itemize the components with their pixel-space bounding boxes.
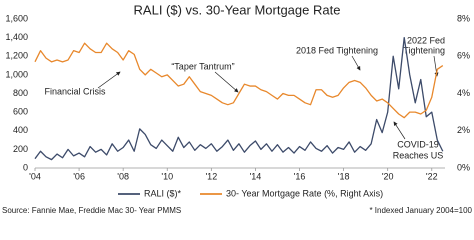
chart-title: RALI ($) vs. 30-Year Mortgage Rate	[134, 2, 341, 17]
y-tick-label: 1,600	[5, 13, 28, 23]
y-tick-label: 600	[13, 107, 28, 117]
y2-tick-label: 4%	[457, 88, 470, 98]
series-line	[34, 42, 444, 119]
x-tick-label: '18	[338, 171, 350, 181]
annotation: Financial Crisis	[44, 86, 106, 96]
source-note: Source: Fannie Mae, Freddie Mac 30- Year…	[2, 206, 181, 215]
annotation: 2018 Fed Tightening	[296, 45, 378, 55]
x-tick-label: '04	[29, 171, 41, 181]
y2-tick-label: 8%	[457, 13, 470, 23]
y2-tick-label: 6%	[457, 51, 470, 61]
annotation-arrow	[393, 121, 406, 140]
annotation: COVID-19	[397, 139, 439, 149]
y-tick-label: 800	[13, 88, 28, 98]
annotation-arrow	[214, 71, 239, 93]
annotation: “Taper Tantrum”	[171, 61, 234, 71]
annotation-arrow	[97, 71, 121, 89]
x-tick-label: '22	[426, 171, 438, 181]
annotation: Reaches US	[393, 150, 444, 160]
series-line	[34, 36, 444, 161]
y2-tick-label: 2%	[457, 125, 470, 135]
x-tick-label: '14	[250, 171, 262, 181]
x-tick-label: '20	[382, 171, 394, 181]
x-tick-label: '10	[161, 171, 173, 181]
legend-label: 30- Year Mortgage Rate (%, Right Axis)	[226, 188, 383, 198]
y-tick-label: 400	[13, 125, 28, 135]
legend-label: RALI ($)*	[144, 188, 182, 198]
x-tick-label: '06	[73, 171, 85, 181]
x-tick-label: '16	[294, 171, 306, 181]
y-tick-label: 0	[23, 162, 28, 172]
footnote: * Indexed January 2004=100	[369, 206, 472, 215]
x-tick-label: '08	[117, 171, 129, 181]
y-tick-label: 1,400	[5, 32, 28, 42]
x-tick-label: '12	[205, 171, 217, 181]
y-tick-label: 1,200	[5, 51, 28, 61]
y-tick-label: 1,000	[5, 69, 28, 79]
y-tick-label: 200	[13, 144, 28, 154]
annotation-arrow	[351, 55, 361, 71]
y2-tick-label: 0%	[457, 162, 470, 172]
annotation: 2022 Fed	[407, 35, 445, 45]
annotation: Tightening	[403, 45, 445, 55]
chart: RALI ($) vs. 30-Year Mortgage Rate Finan…	[2, 2, 473, 215]
